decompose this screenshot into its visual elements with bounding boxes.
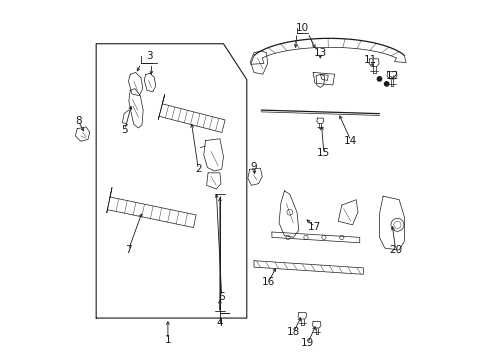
Text: 19: 19 bbox=[301, 338, 315, 348]
Text: 10: 10 bbox=[296, 23, 309, 33]
Text: 20: 20 bbox=[389, 245, 402, 255]
Text: 2: 2 bbox=[195, 164, 202, 174]
Text: 13: 13 bbox=[314, 48, 327, 58]
Text: 17: 17 bbox=[308, 222, 321, 231]
Text: 5: 5 bbox=[122, 125, 128, 135]
Text: 3: 3 bbox=[147, 51, 153, 61]
Text: 4: 4 bbox=[217, 319, 223, 328]
Circle shape bbox=[377, 77, 382, 81]
Text: 15: 15 bbox=[317, 148, 331, 158]
Text: 8: 8 bbox=[75, 116, 81, 126]
Text: 12: 12 bbox=[386, 71, 399, 81]
Text: 7: 7 bbox=[125, 245, 132, 255]
Text: 11: 11 bbox=[364, 55, 377, 65]
Text: 18: 18 bbox=[287, 327, 300, 337]
Text: 6: 6 bbox=[219, 292, 225, 302]
Text: 1: 1 bbox=[165, 334, 171, 345]
Circle shape bbox=[385, 82, 389, 86]
Text: 14: 14 bbox=[344, 136, 357, 145]
Text: 16: 16 bbox=[262, 277, 275, 287]
Text: 9: 9 bbox=[251, 162, 257, 172]
